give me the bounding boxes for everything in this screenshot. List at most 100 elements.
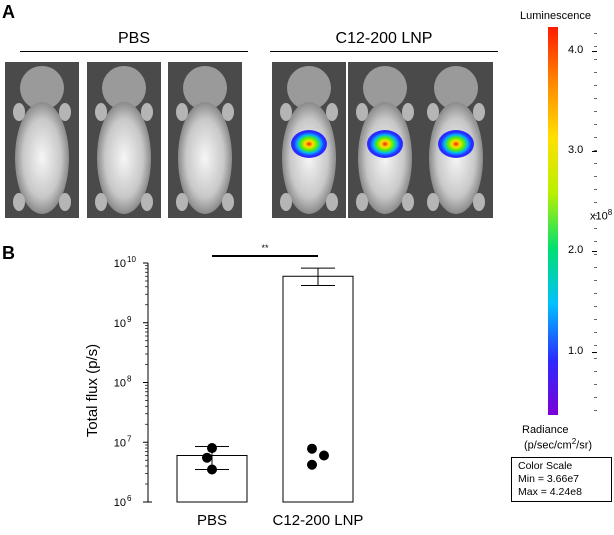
mouse-paw	[141, 103, 153, 121]
colorbar-tick-label: 4.0	[568, 44, 584, 56]
significance-marker: **	[261, 243, 269, 253]
mouse-paw	[356, 103, 368, 121]
colorbar-minor-tick	[594, 371, 597, 372]
mouse-paw	[59, 193, 71, 211]
data-point	[207, 464, 217, 475]
mouse-paw	[13, 193, 25, 211]
colorbar-minor-tick	[594, 98, 597, 99]
mouse-image	[87, 62, 161, 218]
mouse-head	[363, 66, 407, 110]
colorbar-tick-mark	[592, 51, 597, 52]
colorbar-minor-tick	[594, 267, 597, 268]
mouse-paw	[13, 103, 25, 121]
colorbar-minor-tick	[594, 33, 597, 34]
colorbar-minor-tick	[594, 410, 597, 411]
mouse-image	[5, 62, 79, 218]
bar	[176, 455, 248, 503]
colorbar-minor-tick	[594, 280, 597, 281]
data-point	[319, 450, 329, 461]
mouse-head	[183, 66, 227, 110]
mouse-paw	[427, 103, 439, 121]
colorbar-minor-tick	[594, 46, 597, 47]
color-scale-min: Min = 3.66e7	[518, 473, 580, 485]
y-tick-exponent: 7	[127, 434, 132, 443]
colorbar-minor-tick	[594, 319, 597, 320]
colorbar-minor-tick	[594, 215, 597, 216]
colorbar-minor-tick	[594, 241, 597, 242]
radiance-units: (p/sec/cm2/sr)	[524, 437, 592, 452]
color-scale-title: Color Scale	[518, 460, 573, 472]
colorbar-minor-tick	[594, 124, 597, 125]
colorbar-minor-tick	[594, 228, 597, 229]
panel-a-letter: A	[2, 2, 15, 22]
mouse-paw	[222, 103, 234, 121]
mouse-image	[348, 62, 422, 218]
mouse-paw	[402, 193, 414, 211]
luminescence-signal	[367, 130, 403, 158]
x-tick-label: C12-200 LNP	[273, 512, 364, 529]
mouse-paw	[402, 103, 414, 121]
colorbar-minor-tick	[594, 189, 597, 190]
y-tick-label: 10	[114, 258, 126, 270]
mouse-paw	[326, 193, 338, 211]
radiance-units-post: /sr)	[576, 439, 593, 452]
colorbar-minor-tick	[594, 397, 597, 398]
color-scale-box: Color Scale Min = 3.66e7 Max = 4.24e8	[511, 457, 612, 502]
y-tick-exponent: 10	[127, 255, 136, 264]
y-axis-label: Total flux (p/s)	[84, 344, 101, 437]
group-label-lnp: C12-200 LNP	[335, 30, 433, 47]
y-tick-label: 10	[114, 318, 126, 330]
luminescence-signal	[438, 130, 474, 158]
bar	[282, 275, 354, 503]
colorbar-minor-tick	[594, 111, 597, 112]
y-tick-label: 10	[114, 437, 126, 449]
colorbar-minor-tick	[594, 202, 597, 203]
data-point	[207, 443, 217, 454]
y-tick-exponent: 9	[127, 315, 132, 324]
colorbar-tick-label: 2.0	[568, 244, 584, 257]
mouse-head	[287, 66, 331, 110]
mouse-body	[178, 102, 232, 214]
x-tick-label: PBS	[197, 512, 227, 529]
colorbar-tick-label: 1.0	[568, 344, 584, 357]
mouse-paw	[280, 193, 292, 211]
mouse-body	[15, 102, 69, 214]
mouse-paw	[326, 103, 338, 121]
group-label-pbs: PBS	[117, 30, 150, 47]
colorbar-minor-tick	[594, 332, 597, 333]
luminescence-signal	[291, 130, 327, 158]
radiance-label: Radiance	[522, 424, 569, 436]
mouse-paw	[427, 193, 439, 211]
panel-b-letter: B	[2, 243, 15, 263]
colorbar-minor-tick	[594, 254, 597, 255]
colorbar-minor-tick	[594, 345, 597, 346]
colorbar-minor-tick	[594, 176, 597, 177]
mouse-paw	[59, 103, 71, 121]
colorbar-minor-tick	[594, 384, 597, 385]
mouse-paw	[176, 103, 188, 121]
radiance-units-pre: (p/sec/cm	[524, 439, 572, 452]
mouse-paw	[176, 193, 188, 211]
colorbar-minor-tick	[594, 85, 597, 86]
colorbar-tick-label: 3.0	[568, 144, 584, 157]
group-line-lnp	[270, 51, 498, 52]
colorbar-multiplier: x108	[590, 208, 612, 223]
y-tick-label: 10	[114, 497, 126, 509]
colorbar-minor-tick	[594, 72, 597, 73]
y-tick-exponent: 6	[127, 494, 132, 503]
colorbar-tick-mark	[592, 251, 597, 253]
mouse-body	[97, 102, 151, 214]
group-line-pbs	[20, 51, 248, 52]
y-tick-label: 10	[114, 378, 126, 390]
mouse-paw	[95, 193, 107, 211]
colorbar-minor-tick	[594, 150, 597, 151]
mouse-image	[419, 62, 493, 218]
colorbar-tick-mark	[592, 351, 597, 353]
color-scale-max: Max = 4.24e8	[518, 486, 582, 498]
data-point	[202, 452, 212, 463]
colorbar-minor-tick	[594, 293, 597, 294]
colorbar-minor-tick	[594, 306, 597, 307]
mouse-image	[272, 62, 346, 218]
mouse-head	[102, 66, 146, 110]
colorbar-title: Luminescence	[520, 10, 591, 22]
